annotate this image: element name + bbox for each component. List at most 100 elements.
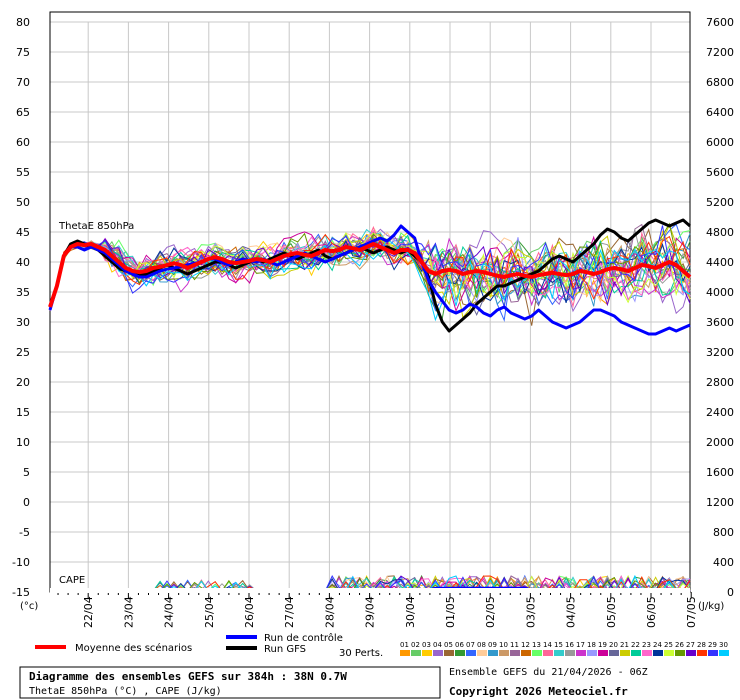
right-tick-label: 2400 [706, 406, 734, 419]
pert-swatch [499, 650, 509, 656]
right-tick-label: 2000 [706, 436, 734, 449]
x-tick-label: 07/05 [685, 596, 698, 628]
pert-swatch [400, 650, 410, 656]
pert-id-label: 20 [609, 641, 618, 649]
pert-swatch [631, 650, 641, 656]
pert-id-label: 17 [576, 641, 585, 649]
left-tick-label: 0 [23, 496, 30, 509]
pert-id-label: 08 [477, 641, 486, 649]
pert-swatch [609, 650, 619, 656]
right-tick-label: 3600 [706, 316, 734, 329]
left-tick-label: 25 [16, 346, 30, 359]
right-tick-label: 1600 [706, 466, 734, 479]
x-axis-ticks: 22/04 23/04 24/04 25/04 26/04 27/04 28/04 29/04… [57, 592, 698, 628]
left-tick-label: 75 [16, 46, 30, 59]
pert-id-label: 28 [697, 641, 706, 649]
pert-id-label: 22 [631, 641, 640, 649]
pert-id-label: 27 [686, 641, 695, 649]
pert-swatch [642, 650, 652, 656]
x-tick-label: 23/04 [122, 596, 135, 628]
pert-swatch [620, 650, 630, 656]
footer-subtitle: ThetaE 850hPa (°C) , CAPE (J/kg) [29, 686, 222, 697]
right-tick-label: 7600 [706, 16, 734, 29]
pert-swatch [675, 650, 685, 656]
legend-perts-label: 30 Perts. [339, 648, 383, 659]
x-tick-label: 06/05 [645, 596, 658, 628]
right-tick-label: 800 [713, 526, 734, 539]
x-tick-label: 03/05 [524, 596, 537, 628]
x-tick-label: 25/04 [203, 596, 216, 628]
pert-id-label: 11 [510, 641, 519, 649]
right-axis-unit: (J/kg) [698, 601, 724, 612]
right-tick-label: 2800 [706, 376, 734, 389]
pert-swatch [708, 650, 718, 656]
left-tick-label: 60 [16, 136, 30, 149]
pert-swatch [587, 650, 597, 656]
pert-swatch [477, 650, 487, 656]
right-tick-label: 6400 [706, 106, 734, 119]
pert-swatch [719, 650, 729, 656]
right-tick-label: 4000 [706, 286, 734, 299]
right-tick-label: 5200 [706, 196, 734, 209]
x-tick-label: 05/05 [605, 596, 618, 628]
pert-id-label: 12 [521, 641, 530, 649]
right-tick-label: 0 [727, 586, 734, 599]
pert-id-label: 21 [620, 641, 629, 649]
left-tick-label: 55 [16, 166, 30, 179]
left-axis-unit: (°c) [20, 601, 38, 612]
x-tick-label: 22/04 [82, 596, 95, 628]
left-tick-label: 10 [16, 436, 30, 449]
right-tick-label: 7200 [706, 46, 734, 59]
cape-label: CAPE [59, 575, 85, 586]
thetae-label: ThetaE 850hPa [58, 221, 134, 232]
series-line-1 [48, 224, 691, 336]
left-tick-label: 80 [16, 16, 30, 29]
left-tick-label: 70 [16, 76, 30, 89]
pert-id-label: 25 [664, 641, 673, 649]
pert-id-label: 06 [455, 641, 464, 649]
legend-mean-label: Moyenne des scénarios [75, 642, 192, 654]
pert-swatch [532, 650, 542, 656]
left-tick-label: 35 [16, 286, 30, 299]
pert-id-label: 03 [422, 641, 431, 649]
pert-id-label: 19 [598, 641, 607, 649]
series-line-2 [48, 218, 691, 333]
legend: Moyenne des scénarios Run de contrôle Ru… [35, 632, 729, 659]
right-axis-ticks: 7600720068006400600056005200480044004000… [706, 16, 734, 599]
x-tick-label: 26/04 [243, 596, 256, 628]
pert-id-label: 10 [499, 641, 508, 649]
pert-swatch [686, 650, 696, 656]
footer-run: Ensemble GEFS du 21/04/2026 - 06Z [449, 667, 648, 678]
pert-id-label: 02 [411, 641, 420, 649]
left-tick-label: -10 [12, 556, 30, 569]
x-tick-label: 30/04 [404, 596, 417, 628]
pert-id-label: 15 [554, 641, 563, 649]
right-tick-label: 6000 [706, 136, 734, 149]
pert-swatch [510, 650, 520, 656]
footer-title: Diagramme des ensembles GEFS sur 384h : … [29, 670, 347, 683]
pert-id-label: 01 [400, 641, 409, 649]
right-tick-label: 5600 [706, 166, 734, 179]
left-tick-label: 20 [16, 376, 30, 389]
pert-swatch [455, 650, 465, 656]
left-tick-label: 50 [16, 196, 30, 209]
pert-id-label: 04 [433, 641, 442, 649]
pert-id-label: 14 [543, 641, 552, 649]
pert-swatch [576, 650, 586, 656]
right-tick-label: 6800 [706, 76, 734, 89]
right-tick-label: 400 [713, 556, 734, 569]
pert-swatch [444, 650, 454, 656]
legend-control-label: Run de contrôle [264, 632, 343, 644]
pert-id-label: 29 [708, 641, 717, 649]
x-tick-label: 28/04 [323, 596, 336, 628]
footer-copyright: Copyright 2026 Meteociel.fr [449, 685, 628, 698]
right-tick-label: 1200 [706, 496, 734, 509]
pert-swatch [697, 650, 707, 656]
left-tick-label: 65 [16, 106, 30, 119]
left-tick-label: 40 [16, 256, 30, 269]
perturbation-line [49, 233, 691, 307]
right-tick-label: 4400 [706, 256, 734, 269]
pert-id-label: 24 [653, 641, 662, 649]
perturbation-legend: 01 02 03 04 05 06 07 08 09 10 11 12 13 14 15 16 17 18 19 20… [400, 641, 729, 656]
